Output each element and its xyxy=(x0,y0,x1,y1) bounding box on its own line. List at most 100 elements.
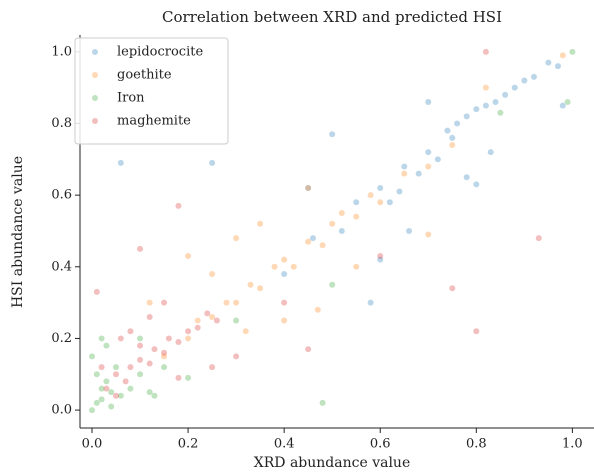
point xyxy=(569,48,576,55)
point xyxy=(209,313,216,320)
y-tick-label: 1.0 xyxy=(51,44,72,59)
point xyxy=(233,353,240,360)
point xyxy=(122,378,129,385)
legend-marker xyxy=(92,118,98,124)
point xyxy=(98,335,105,342)
point xyxy=(386,199,393,206)
y-tick-label: 0.6 xyxy=(51,188,72,203)
point xyxy=(209,364,216,371)
point xyxy=(338,210,345,217)
point xyxy=(502,91,509,98)
point xyxy=(559,52,566,59)
legend-label: lepidocrocite xyxy=(117,45,203,60)
x-tick-label: 0.6 xyxy=(370,437,391,452)
point xyxy=(108,389,115,396)
point xyxy=(233,317,240,324)
y-tick-label: 0.0 xyxy=(51,403,72,418)
point xyxy=(113,392,120,399)
point xyxy=(146,389,153,396)
point xyxy=(281,256,288,263)
point xyxy=(185,253,192,260)
point xyxy=(463,113,470,120)
point xyxy=(209,270,216,277)
point xyxy=(487,149,494,156)
point xyxy=(213,317,220,324)
point xyxy=(535,235,542,242)
series-points xyxy=(117,59,566,306)
point xyxy=(108,403,115,410)
x-tick-label: 0.0 xyxy=(82,437,103,452)
point xyxy=(98,385,105,392)
point xyxy=(434,156,441,163)
point xyxy=(449,141,456,148)
point xyxy=(377,253,384,260)
legend-box xyxy=(74,37,229,145)
point xyxy=(473,106,480,113)
point xyxy=(314,306,321,313)
point xyxy=(161,364,168,371)
point xyxy=(511,84,518,91)
point xyxy=(305,184,312,191)
point xyxy=(103,378,110,385)
point xyxy=(353,213,360,220)
point xyxy=(146,299,153,306)
point xyxy=(117,335,124,342)
point xyxy=(242,328,249,335)
point xyxy=(329,281,336,288)
point xyxy=(482,102,489,109)
point xyxy=(329,131,336,138)
point xyxy=(233,235,240,242)
point xyxy=(175,339,182,346)
point xyxy=(257,285,264,292)
point xyxy=(353,263,360,270)
point xyxy=(204,310,211,317)
point xyxy=(281,317,288,324)
point xyxy=(165,335,172,342)
x-axis-label: XRD abundance value xyxy=(254,455,410,471)
point xyxy=(257,220,264,227)
legend-marker xyxy=(92,72,98,78)
point xyxy=(564,98,571,105)
point xyxy=(473,328,480,335)
point xyxy=(271,263,278,270)
point xyxy=(117,159,124,166)
legend-marker xyxy=(92,49,98,55)
y-tick-label: 0.4 xyxy=(51,259,72,274)
point xyxy=(247,281,254,288)
point xyxy=(93,371,100,378)
point xyxy=(103,342,110,349)
y-tick-label: 0.8 xyxy=(51,116,72,131)
point xyxy=(425,231,432,238)
series-points xyxy=(146,52,566,360)
point xyxy=(396,188,403,195)
point xyxy=(425,98,432,105)
y-tick-label: 0.2 xyxy=(51,331,72,346)
point xyxy=(223,299,230,306)
point xyxy=(353,199,360,206)
x-tick-label: 0.4 xyxy=(274,437,295,452)
point xyxy=(377,184,384,191)
point xyxy=(559,102,566,109)
series-points xyxy=(89,48,576,414)
point xyxy=(194,324,201,331)
x-tick-label: 0.2 xyxy=(178,437,199,452)
point xyxy=(98,396,105,403)
point xyxy=(161,299,168,306)
point xyxy=(444,127,451,134)
legend-label: maghemite xyxy=(117,114,191,129)
point xyxy=(401,170,408,177)
point xyxy=(137,335,144,342)
chart-title: Correlation between XRD and predicted HS… xyxy=(162,8,502,26)
y-axis-label: HSI abundance value xyxy=(10,156,26,308)
point xyxy=(290,263,297,270)
point xyxy=(425,163,432,170)
legend-marker xyxy=(92,95,98,101)
point xyxy=(377,199,384,206)
point xyxy=(449,134,456,141)
point xyxy=(98,364,105,371)
point xyxy=(492,98,499,105)
point xyxy=(463,174,470,181)
point xyxy=(319,399,326,406)
legend-label: goethite xyxy=(117,68,172,83)
point xyxy=(482,84,489,91)
